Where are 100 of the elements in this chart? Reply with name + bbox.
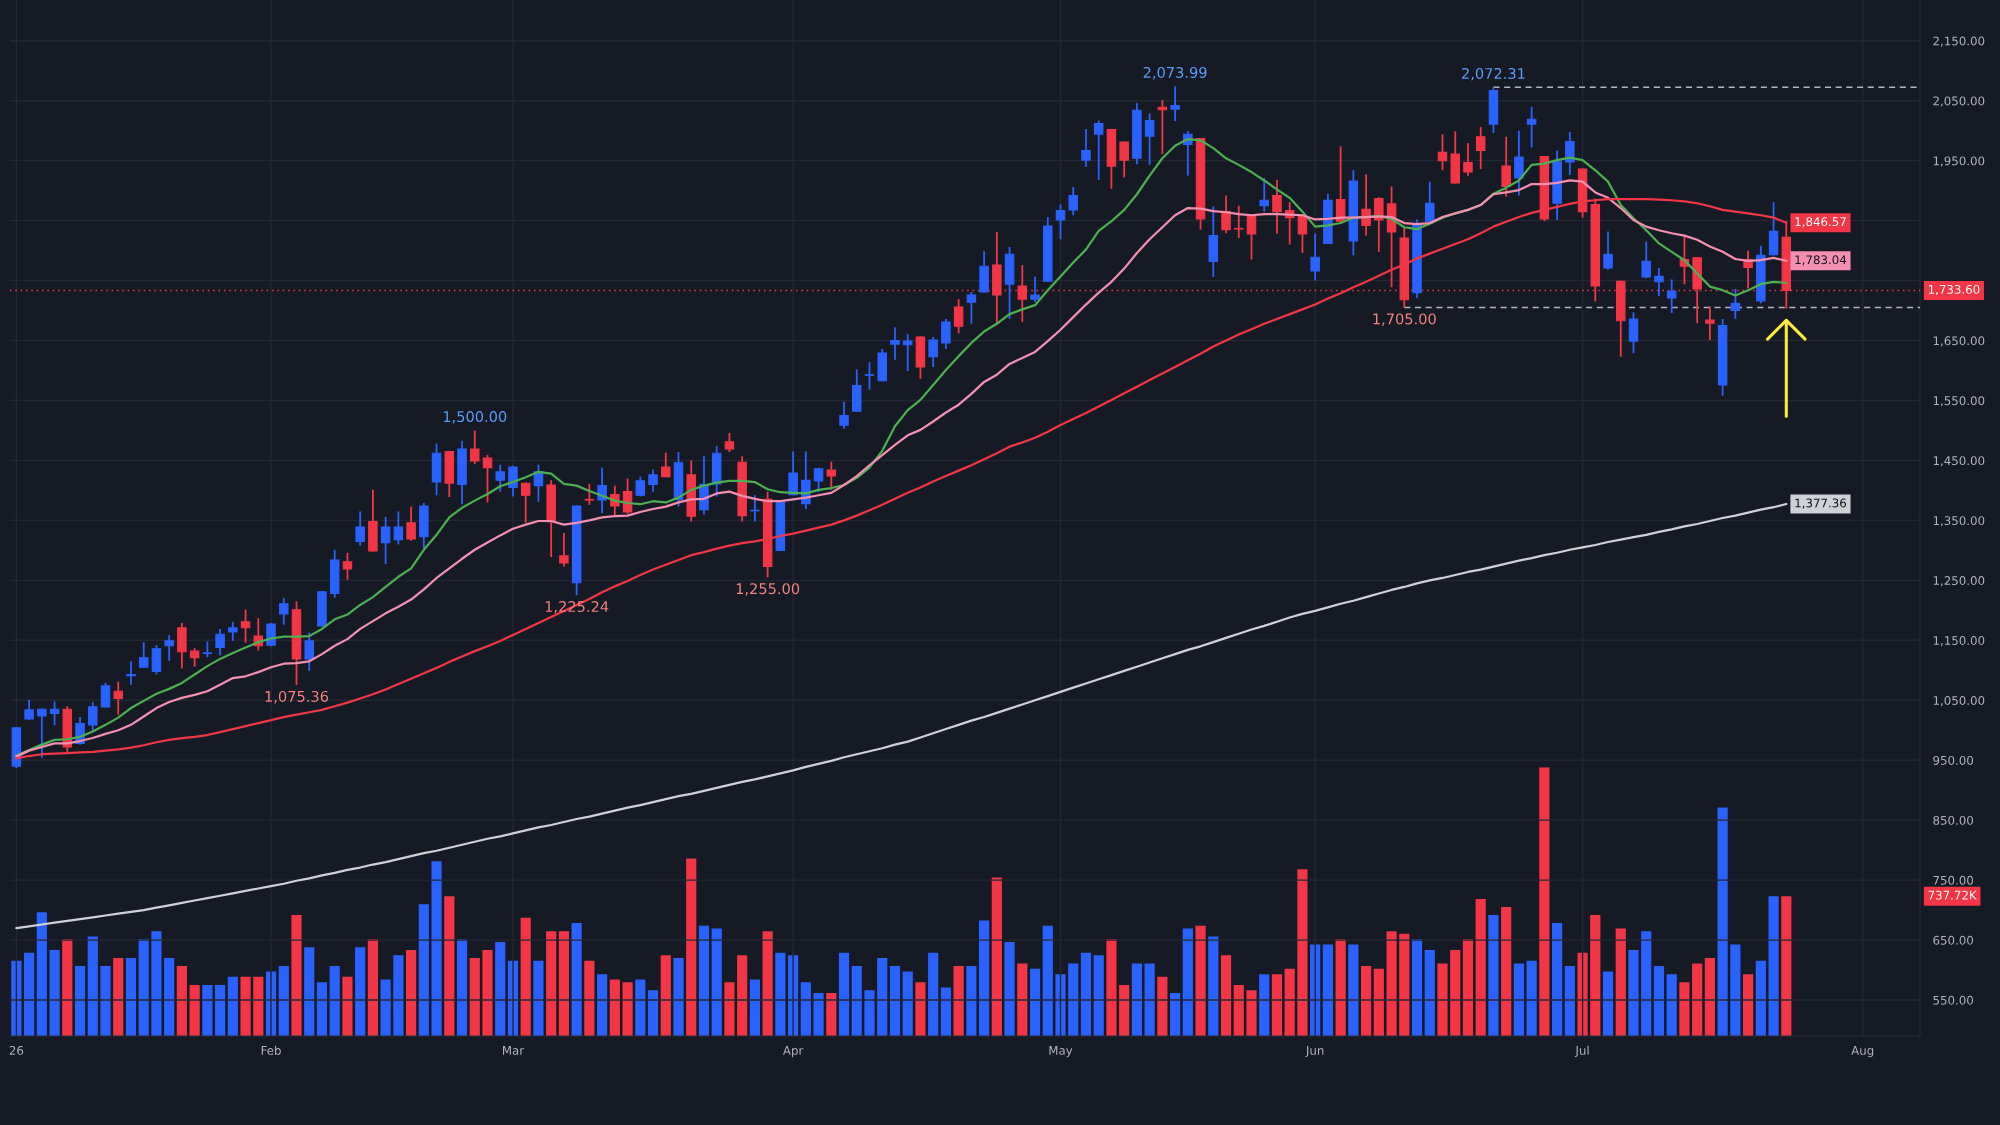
candlestick xyxy=(1526,105,1537,149)
candlestick xyxy=(380,515,391,566)
candlestick xyxy=(1221,194,1231,235)
candlestick xyxy=(1628,311,1639,355)
bar xyxy=(1653,966,1665,1037)
y-tick-label: 1,950.00 xyxy=(1933,156,1985,167)
bar xyxy=(1017,963,1028,1037)
candlestick xyxy=(1374,196,1384,253)
candlestick xyxy=(1055,203,1066,241)
candlestick xyxy=(1234,204,1244,239)
candlestick xyxy=(151,644,162,676)
bar xyxy=(749,979,760,1037)
bar xyxy=(1386,931,1397,1037)
y-tick-label: 1,450.00 xyxy=(1933,456,1985,467)
candlestick xyxy=(520,481,531,524)
data-label: 1,783.04 xyxy=(1795,255,1847,266)
x-tick-label: Feb xyxy=(261,1045,281,1055)
bar xyxy=(1220,955,1232,1037)
candlestick xyxy=(902,333,913,373)
candlestick xyxy=(826,460,837,491)
data-label: 1,377.36 xyxy=(1795,498,1847,509)
bar xyxy=(1475,898,1486,1037)
bar xyxy=(240,976,251,1037)
bar xyxy=(1348,944,1359,1037)
bar xyxy=(87,936,98,1037)
candlestick xyxy=(928,336,938,368)
candlestick xyxy=(1501,135,1511,198)
bar xyxy=(1768,896,1779,1037)
bar xyxy=(1411,939,1423,1037)
candlestick xyxy=(839,400,849,430)
bar xyxy=(928,952,939,1037)
bar xyxy=(1692,963,1703,1037)
candlestick xyxy=(1246,214,1257,261)
bar xyxy=(1246,990,1257,1037)
data-label: 1,846.57 xyxy=(1795,217,1846,228)
candlestick xyxy=(1093,119,1104,181)
candlestick xyxy=(113,680,123,716)
bar xyxy=(762,931,773,1037)
x-tick-label: Jul xyxy=(1574,1045,1589,1058)
bar xyxy=(406,949,417,1037)
bar xyxy=(1233,984,1244,1037)
bar xyxy=(953,966,964,1037)
bar xyxy=(1424,949,1435,1037)
bar xyxy=(456,939,468,1037)
bar xyxy=(1539,767,1550,1037)
bar xyxy=(1717,807,1728,1037)
bar xyxy=(647,990,659,1037)
bar xyxy=(1119,984,1130,1037)
y-tick-label: 1,150.00 xyxy=(1933,636,1985,647)
candlestick xyxy=(1030,275,1040,304)
bar xyxy=(227,976,238,1037)
candlestick xyxy=(1463,142,1473,177)
candlestick xyxy=(890,326,900,361)
candlestick xyxy=(1068,186,1078,217)
bar xyxy=(1029,968,1041,1037)
candlestick xyxy=(661,451,671,479)
annotation: 1,500.00 xyxy=(443,411,507,424)
candlestick xyxy=(1425,180,1435,223)
bar xyxy=(1373,968,1384,1037)
candlestick xyxy=(342,551,353,581)
y-tick-label: 1,050.00 xyxy=(1933,695,1985,707)
bar xyxy=(520,917,531,1037)
bar xyxy=(698,925,710,1037)
bar xyxy=(36,912,47,1037)
bar xyxy=(1730,944,1741,1037)
candlestick xyxy=(37,707,47,759)
candlestick xyxy=(215,628,225,657)
bar xyxy=(431,861,442,1037)
bar xyxy=(1437,963,1448,1037)
bar xyxy=(49,949,60,1037)
y-tick-label: 850.00 xyxy=(1933,815,1974,825)
bar xyxy=(1068,963,1079,1037)
bar xyxy=(1552,923,1563,1037)
bar xyxy=(673,958,684,1037)
bar xyxy=(329,966,340,1037)
candlestick xyxy=(279,596,289,626)
bar xyxy=(278,966,289,1037)
candlestick xyxy=(393,510,404,546)
y-tick-label: 1,250.00 xyxy=(1933,576,1985,587)
bar xyxy=(1513,963,1524,1037)
bar xyxy=(316,982,328,1037)
candlestick xyxy=(1475,126,1486,170)
annotation: 1,705.00 xyxy=(1373,313,1436,326)
x-tick-label: Jun xyxy=(1305,1046,1324,1058)
candlestick xyxy=(138,641,149,669)
bar xyxy=(724,982,735,1037)
bar xyxy=(1755,960,1766,1037)
bar xyxy=(635,979,646,1037)
bar xyxy=(1679,982,1690,1037)
bar xyxy=(1462,939,1474,1037)
bar xyxy=(342,976,353,1037)
bar xyxy=(1526,960,1537,1037)
bar xyxy=(597,974,608,1037)
y-tick-label: 1,650.00 xyxy=(1933,336,1985,347)
bar xyxy=(1704,958,1715,1037)
bar xyxy=(711,928,722,1037)
candlestick xyxy=(355,510,365,547)
candlestick xyxy=(100,681,111,709)
candlestick xyxy=(406,505,416,542)
candlestick xyxy=(49,700,60,727)
